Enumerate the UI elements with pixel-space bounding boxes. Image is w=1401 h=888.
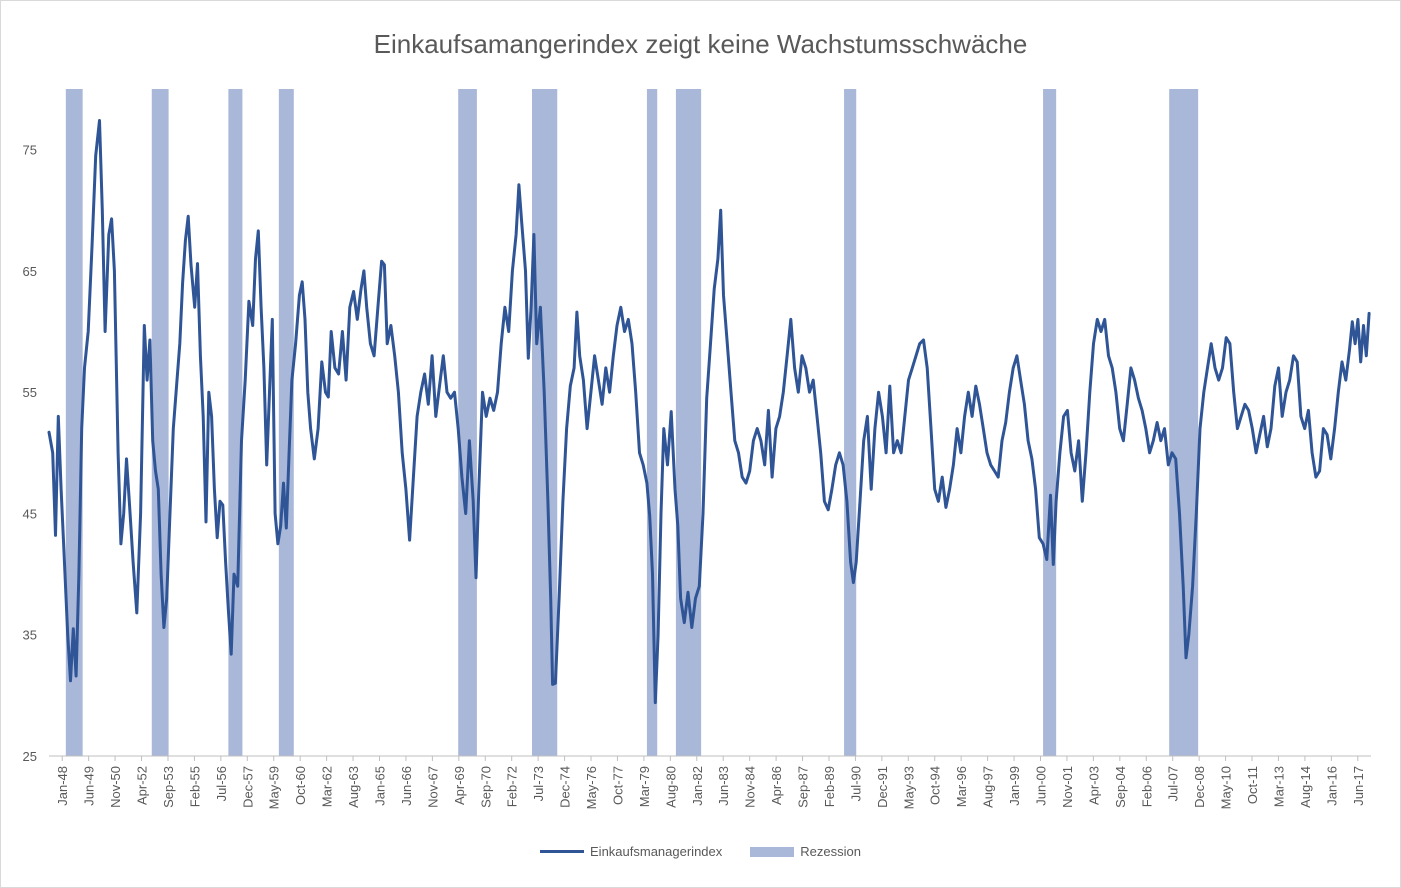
x-tick-label: Dec-57 <box>240 766 255 808</box>
x-tick-label: Jun-00 <box>1034 766 1049 806</box>
y-tick-label: 35 <box>23 628 37 643</box>
x-tick-label: Dec-91 <box>875 766 890 808</box>
x-tick-label: Mar-13 <box>1271 766 1286 807</box>
x-tick-label: Jan-99 <box>1007 766 1022 806</box>
y-tick-label: 45 <box>23 506 37 521</box>
x-tick-label: Oct-60 <box>293 766 308 805</box>
y-tick-label: 65 <box>23 264 37 279</box>
x-tick-label: Feb-89 <box>822 766 837 807</box>
x-tick-label: Jun-49 <box>82 766 97 806</box>
x-tick-label: Aug-63 <box>346 766 361 808</box>
x-tick-label: Sep-04 <box>1113 766 1128 808</box>
recession-band <box>278 89 294 756</box>
chart-title: Einkaufsamangerindex zeigt keine Wachstu… <box>373 29 1028 59</box>
series-line-einkaufsmanagerindex <box>47 119 1371 705</box>
x-tick-label: Mar-79 <box>637 766 652 807</box>
x-tick-label: Oct-77 <box>610 766 625 805</box>
x-tick-label: Feb-06 <box>1139 766 1154 807</box>
x-tick-label: Feb-72 <box>505 766 520 807</box>
x-tick-label: Aug-80 <box>663 766 678 808</box>
series-layer <box>47 119 1371 705</box>
x-tick-label: Mar-62 <box>320 766 335 807</box>
x-tick-label: Aug-97 <box>981 766 996 808</box>
x-tick-label: Jan-48 <box>55 766 70 806</box>
x-tick-label: Nov-84 <box>743 766 758 808</box>
y-tick-label: 55 <box>23 385 37 400</box>
x-tick-label: Dec-74 <box>558 766 573 808</box>
recession-band <box>675 89 702 756</box>
x-tick-label: Nov-01 <box>1060 766 1075 808</box>
x-tick-label: Jun-66 <box>399 766 414 806</box>
legend-label-recession: Rezession <box>800 844 861 859</box>
recession-band <box>1169 89 1199 756</box>
legend-recession-swatch <box>750 846 795 857</box>
x-tick-label: Nov-50 <box>108 766 123 808</box>
x-tick-label: Aug-14 <box>1298 766 1313 808</box>
x-tick-label: Sep-70 <box>478 766 493 808</box>
legend-item-recession: Rezession <box>750 844 861 859</box>
x-tick-label: Apr-86 <box>769 766 784 805</box>
x-tick-label: May-76 <box>584 766 599 809</box>
legend-item-line: Einkaufsmanagerindex <box>540 844 722 859</box>
recession-bands <box>65 89 1199 756</box>
x-tick-label: Jan-65 <box>373 766 388 806</box>
x-tick-label: May-93 <box>901 766 916 809</box>
axes: 25 35 45 55 65 75 Jan-48 Jun-49 Nov-50 Apr-52 Sep-… <box>23 143 1371 809</box>
legend-line-swatch <box>540 850 585 853</box>
x-tick-label: Oct-11 <box>1245 766 1260 804</box>
x-tick-label: Feb-55 <box>187 766 202 807</box>
x-tick-label: Jun-17 <box>1351 766 1366 806</box>
legend: Einkaufsmanagerindex Rezession <box>1 844 1400 859</box>
recession-band <box>1043 89 1057 756</box>
x-tick-label: May-59 <box>267 766 282 809</box>
x-tick-label: Sep-87 <box>796 766 811 808</box>
x-tick-label: Mar-96 <box>954 766 969 807</box>
x-tick-label: Apr-03 <box>1086 766 1101 805</box>
recession-band <box>228 89 243 756</box>
legend-label-pmi: Einkaufsmanagerindex <box>590 844 723 859</box>
x-tick-label: Jan-16 <box>1324 766 1339 806</box>
x-tick-label: Apr-69 <box>452 766 467 805</box>
x-tick-label: Jan-82 <box>690 766 705 806</box>
x-tick-label: Jul-56 <box>214 766 229 801</box>
x-tick-label: Jul-73 <box>531 766 546 801</box>
x-tick-label: Oct-94 <box>928 766 943 805</box>
x-tick-label: Apr-52 <box>135 766 150 805</box>
x-tick-label: Dec-08 <box>1192 766 1207 808</box>
recession-band <box>458 89 477 756</box>
x-tick-label: Nov-67 <box>425 766 440 808</box>
y-tick-label: 25 <box>23 749 37 764</box>
recession-band <box>151 89 169 756</box>
x-tick-label: Sep-53 <box>161 766 176 808</box>
recession-band <box>844 89 857 756</box>
recession-band <box>646 89 658 756</box>
y-tick-label: 75 <box>23 143 37 158</box>
x-tick-label: May-10 <box>1219 766 1234 809</box>
x-tick-label: Jun-83 <box>716 766 731 806</box>
x-tick-label: Jul-07 <box>1166 766 1181 801</box>
x-tick-label: Jul-90 <box>848 766 863 801</box>
